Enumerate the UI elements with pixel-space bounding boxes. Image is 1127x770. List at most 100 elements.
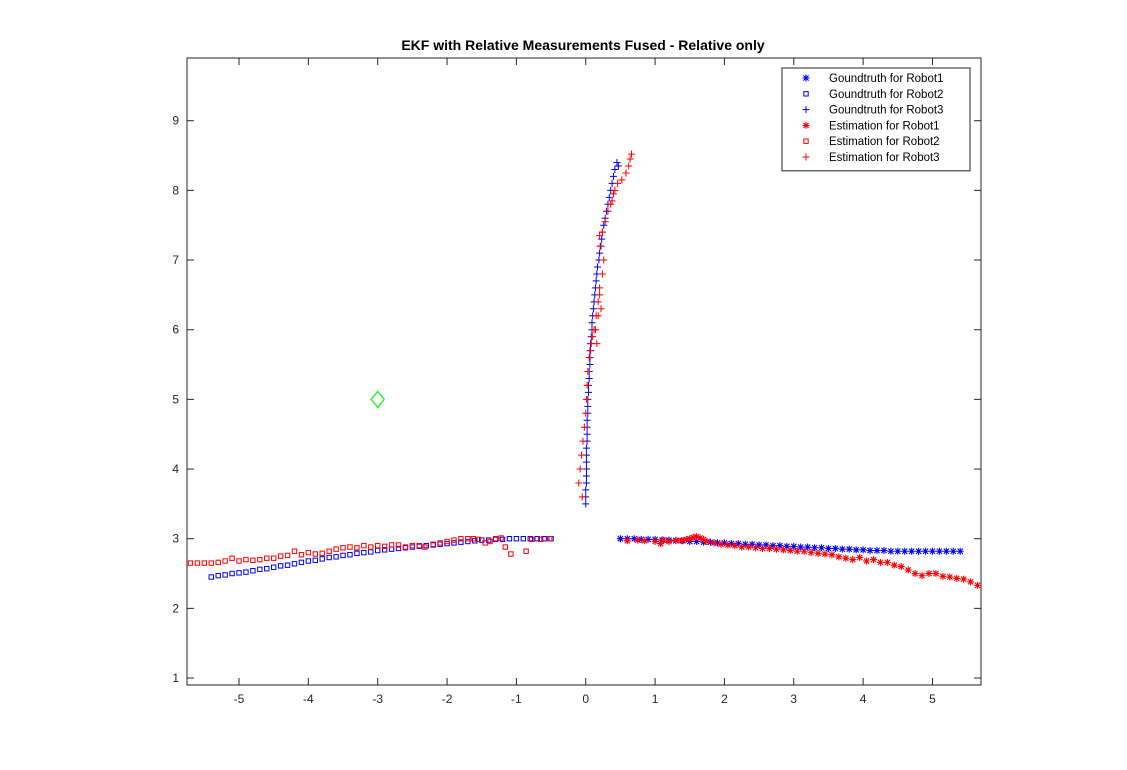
- data-point: [513, 536, 520, 542]
- square-mark: [361, 549, 367, 556]
- square-mark: [333, 546, 339, 552]
- x-tick-label: -4: [303, 692, 314, 706]
- data-point: [731, 542, 739, 550]
- data-point: [319, 550, 325, 557]
- asterisk-mark: [720, 539, 728, 547]
- x-tick-label: 4: [860, 692, 867, 706]
- data-point: [277, 563, 284, 569]
- square-mark: [430, 541, 436, 547]
- square-mark: [534, 536, 540, 542]
- asterisk-mark: [793, 547, 801, 555]
- data-point: [738, 543, 746, 551]
- square-mark: [333, 554, 339, 560]
- data-point: [492, 536, 499, 542]
- data-point: [575, 479, 583, 487]
- asterisk-mark: [845, 545, 853, 553]
- square-mark: [422, 544, 428, 550]
- asterisk-mark: [814, 549, 822, 557]
- square-mark: [347, 544, 353, 550]
- square-mark: [465, 538, 471, 545]
- data-point: [863, 557, 871, 565]
- plus-mark: [585, 374, 593, 382]
- square-mark: [319, 550, 325, 557]
- plus-mark: [596, 249, 604, 257]
- data-point: [852, 546, 860, 554]
- plus-mark: [580, 423, 588, 431]
- square-mark: [229, 570, 235, 577]
- data-point: [616, 535, 624, 543]
- asterisk-mark: [707, 538, 715, 546]
- square-mark: [312, 557, 318, 563]
- data-point: [651, 537, 659, 545]
- data-point: [779, 546, 787, 554]
- asterisk-mark: [693, 533, 701, 541]
- data-point: [734, 540, 742, 548]
- data-point: [604, 207, 612, 215]
- square-mark: [340, 545, 346, 551]
- data-point: [208, 560, 214, 566]
- square-mark: [374, 542, 381, 549]
- data-point: [506, 536, 513, 542]
- data-point: [270, 564, 277, 570]
- data-point: [451, 537, 457, 543]
- square-mark: [270, 564, 277, 570]
- asterisk-mark: [880, 547, 888, 555]
- plus-mark: [593, 340, 601, 348]
- data-point: [422, 544, 428, 550]
- data-point: [783, 542, 791, 550]
- data-point: [818, 544, 826, 552]
- legend-label: Estimation for Robot1: [829, 120, 940, 132]
- data-point: [974, 581, 982, 589]
- data-point: [580, 423, 588, 431]
- data-point: [842, 554, 850, 562]
- legend-entry: Goundtruth for Robot1: [802, 73, 943, 85]
- data-point: [333, 546, 339, 552]
- asterisk-mark: [818, 544, 826, 552]
- asterisk-mark: [772, 545, 780, 553]
- data-point: [960, 575, 968, 583]
- data-point: [319, 556, 325, 562]
- data-point: [611, 165, 619, 173]
- data-point: [596, 284, 604, 292]
- data-point: [598, 228, 606, 236]
- data-point: [622, 169, 630, 177]
- data-point: [596, 249, 604, 257]
- data-point: [859, 546, 867, 554]
- square-mark: [250, 557, 256, 563]
- square-mark: [537, 536, 544, 543]
- data-point: [873, 547, 881, 555]
- data-point: [672, 536, 680, 544]
- data-point: [502, 544, 508, 550]
- plus-mark: [584, 402, 592, 410]
- data-point: [298, 559, 305, 566]
- asterisk-mark: [672, 536, 680, 544]
- data-point: [583, 416, 591, 424]
- data-point: [904, 566, 912, 574]
- data-point: [659, 536, 667, 544]
- data-point: [236, 558, 242, 564]
- series-4: [623, 533, 982, 589]
- data-point: [597, 305, 605, 313]
- asterisk-mark: [967, 578, 975, 586]
- data-point: [748, 540, 756, 548]
- y-tick-label: 3: [172, 532, 179, 546]
- data-point: [594, 298, 602, 306]
- data-point: [291, 561, 298, 567]
- data-point: [915, 547, 923, 555]
- asterisk-mark: [762, 541, 770, 549]
- data-point: [381, 543, 388, 550]
- plus-mark: [613, 159, 621, 166]
- square-mark: [368, 544, 374, 550]
- legend-entry: Goundtruth for Robot2: [803, 89, 943, 101]
- data-point: [583, 381, 591, 389]
- asterisk-mark: [724, 541, 732, 549]
- asterisk-mark: [849, 556, 857, 564]
- legend-label: Estimation for Robot2: [829, 136, 940, 148]
- asterisk-mark: [804, 543, 812, 551]
- asterisk-mark: [703, 537, 711, 545]
- plus-mark: [626, 155, 634, 163]
- data-point: [876, 558, 884, 566]
- data-point: [597, 242, 605, 250]
- legend-entry: Estimation for Robot2: [803, 136, 940, 148]
- plus-mark: [585, 388, 593, 396]
